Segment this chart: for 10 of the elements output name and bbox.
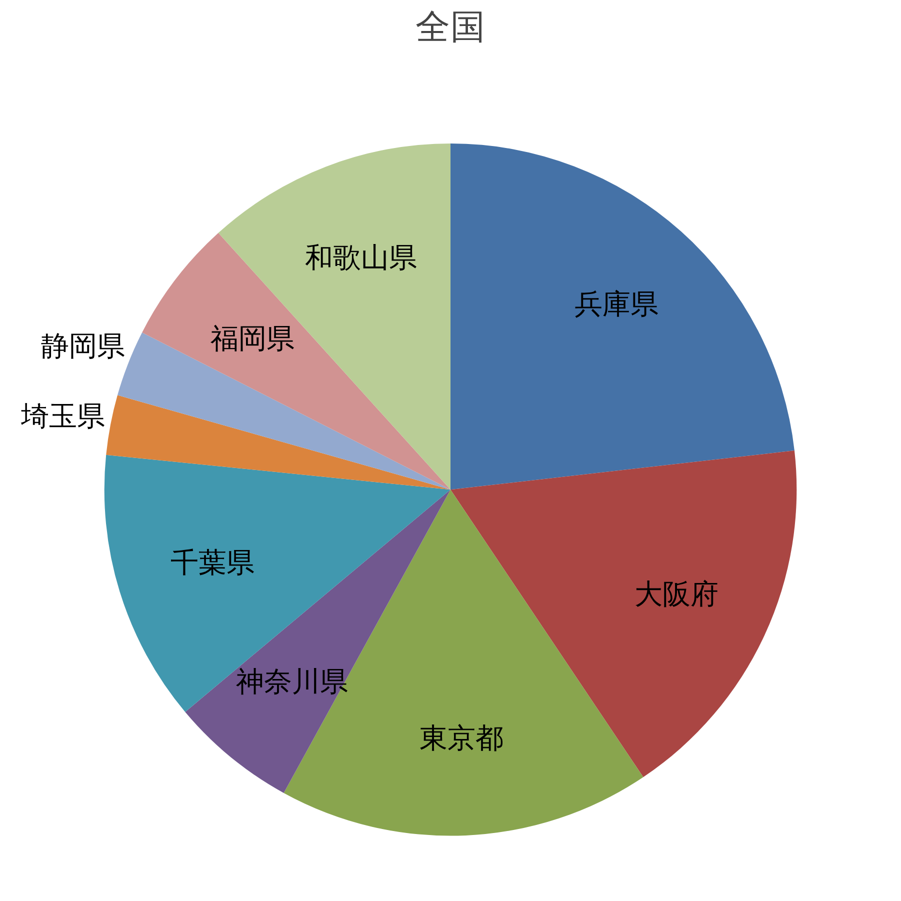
slice-label: 静岡県	[41, 329, 126, 362]
chart-title: 全国	[416, 8, 486, 48]
slice-label: 埼玉県	[20, 399, 105, 432]
slice-label: 東京都	[419, 721, 504, 754]
slice-label: 福岡県	[210, 322, 295, 355]
slice-label: 神奈川県	[236, 665, 348, 698]
slice-label: 和歌山県	[304, 241, 417, 274]
slice-label: 千葉県	[170, 546, 254, 580]
slice-label: 大阪府	[634, 578, 719, 611]
slice-label: 兵庫県	[574, 288, 658, 321]
